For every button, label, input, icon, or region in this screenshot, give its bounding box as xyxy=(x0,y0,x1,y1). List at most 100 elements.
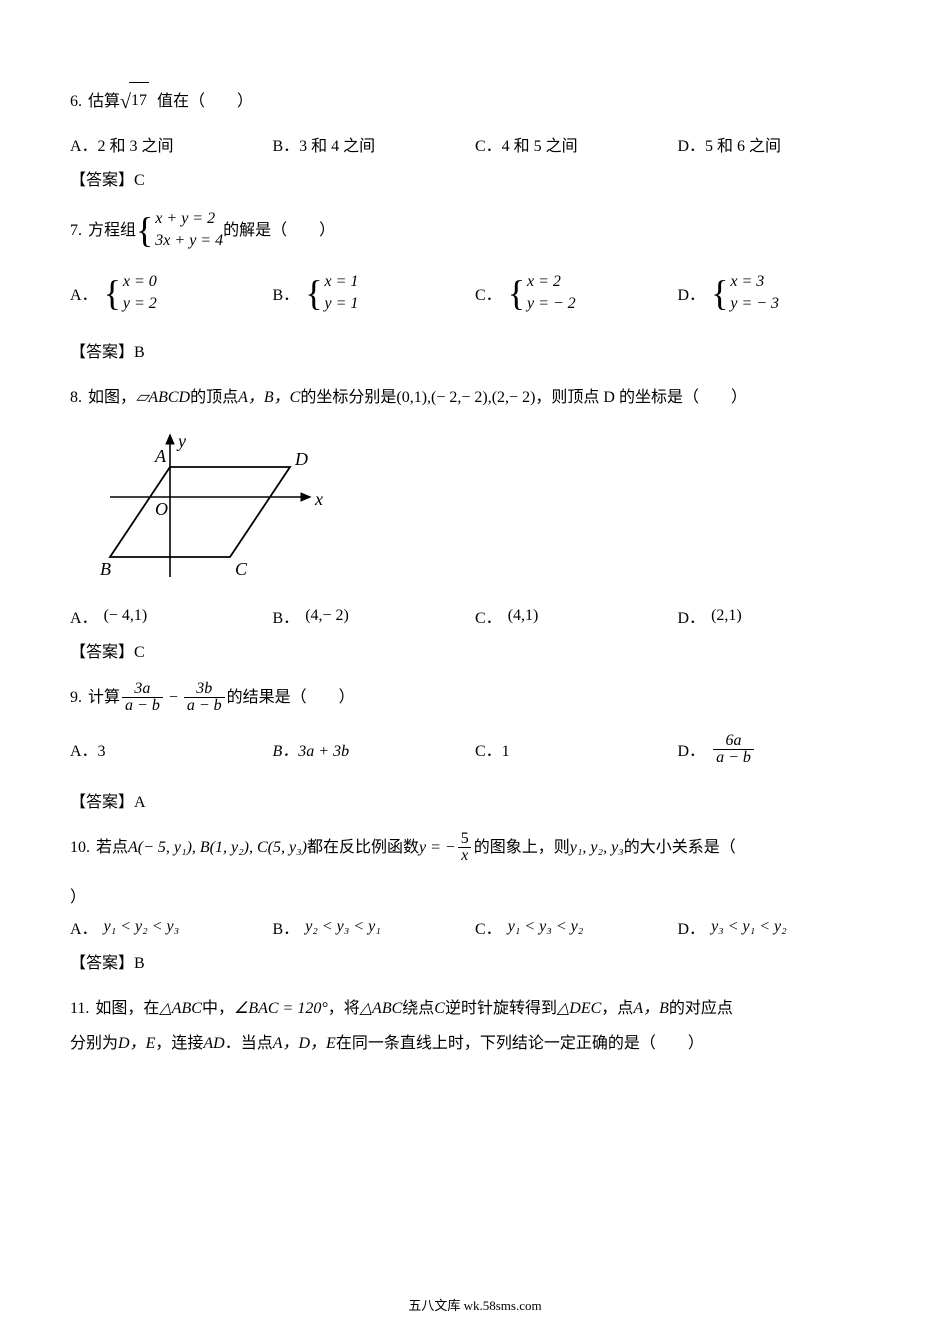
sqrt-expression: √ 17 xyxy=(120,80,149,124)
row1: x = 2 xyxy=(527,271,576,293)
q10-options: A． y₁ < y₂ < y₃ B．y₂ < y₃ < y₁ C．y₁ < y₃ … xyxy=(70,915,880,939)
frac2-num: 3b xyxy=(193,681,215,697)
q8-stem: 8. 如图， ▱ABCD 的顶点 A，B，C 的坐标分别是 (0,1),(− 2… xyxy=(70,380,880,415)
system-rows: x = 3 y = − 3 xyxy=(730,271,779,316)
fraction-d: 6a a − b xyxy=(713,733,754,766)
ade-pts: A，D，E xyxy=(273,1026,336,1061)
q6-stem: 6. 估算 √ 17 值在（ ） xyxy=(70,80,880,124)
tri-abc2: △ABC xyxy=(360,991,403,1026)
question-9: 9. 计算 3a a − b − 3b a − b 的结果是（ ） A．3 B．… xyxy=(70,680,880,812)
question-11: 11. 如图，在 △ABC 中， ∠BAC = 120° ，将 △ABC 绕点 … xyxy=(70,991,880,1061)
frac1-den: a − b xyxy=(122,697,163,714)
opt-label: D． xyxy=(678,915,706,939)
q7-opt-d: D． { x = 3 y = − 3 xyxy=(678,271,881,316)
frac-num: 5 xyxy=(458,831,472,847)
q10-number: 10. xyxy=(70,830,90,865)
p7: 的对应点 xyxy=(669,991,733,1026)
q7-opt-c: C． { x = 2 y = − 2 xyxy=(475,271,678,316)
q9-opt-b: B．3a + 3b xyxy=(273,733,476,766)
a-label: A xyxy=(154,446,167,466)
opt-label: D． xyxy=(678,604,706,628)
page-footer: 五八文库 wk.58sms.com xyxy=(0,1295,950,1314)
frac1-num: 3a xyxy=(131,681,153,697)
coords: (0,1),(− 2,− 2),(2,− 2) xyxy=(396,380,535,415)
de-pts: D，E xyxy=(118,1026,155,1061)
p4: 在同一条直线上时，下列结论一定正确的是（ ） xyxy=(336,1026,704,1061)
opt-label: C． xyxy=(475,281,502,305)
opt-system: { x = 1 y = 1 xyxy=(305,271,358,316)
q9-stem: 9. 计算 3a a − b − 3b a − b 的结果是（ ） xyxy=(70,680,880,715)
opt-label: B． xyxy=(273,281,300,305)
q8-answer: 【答案】C xyxy=(70,638,880,662)
p6: ，点 xyxy=(601,991,633,1026)
ys: y₁, y₂, y₃ xyxy=(570,830,624,865)
system-rows: x = 1 y = 1 xyxy=(324,271,358,316)
q8-options: A． (− 4,1) B．(4,− 2) C．(4,1) D．(2,1) xyxy=(70,604,880,628)
opt-label: D． xyxy=(678,737,706,761)
q8-opt-c: C．(4,1) xyxy=(475,604,678,628)
q10-close: ） xyxy=(70,883,880,907)
opt-system: { x = 0 y = 2 xyxy=(104,271,157,316)
q9-options: A．3 B．3a + 3b C．1 D． 6a a − b xyxy=(70,733,880,766)
fraction-1: 3a a − b xyxy=(122,681,163,714)
q9-suffix: 的结果是（ ） xyxy=(227,680,355,715)
q6-options: A．2 和 3 之间 B．3 和 4 之间 C．4 和 5 之间 D．5 和 6… xyxy=(70,132,880,156)
q6-prefix: 估算 xyxy=(88,84,120,119)
opt-val: (− 4,1) xyxy=(104,607,148,625)
question-8: 8. 如图， ▱ABCD 的顶点 A，B，C 的坐标分别是 (0,1),(− 2… xyxy=(70,380,880,662)
q9-opt-c: C．1 xyxy=(475,733,678,766)
equation-system: { x + y = 2 3x + y = 4 xyxy=(136,208,223,253)
opt-label: A． xyxy=(70,915,98,939)
q8-opt-b: B．(4,− 2) xyxy=(273,604,476,628)
coordinate-graph: y x O A B C D xyxy=(100,427,330,587)
q10-opt-b: B．y₂ < y₃ < y₁ xyxy=(273,915,476,939)
q7-answer: 【答案】B xyxy=(70,338,880,362)
fracd-num: 6a xyxy=(722,733,744,749)
opt-val: y₁ < y₂ < y₃ xyxy=(104,918,180,936)
q8-graph: y x O A B C D xyxy=(100,427,880,592)
row1: x = 3 xyxy=(730,271,779,293)
q10-opt-c: C．y₁ < y₃ < y₂ xyxy=(475,915,678,939)
q8-mid1: 的顶点 xyxy=(190,380,238,415)
q10-stem: 10. 若点 A(− 5, y₁), B(1, y₂), C(5, y₃) 都在… xyxy=(70,830,880,865)
opt-val: y₃ < y₁ < y₂ xyxy=(711,918,787,936)
q8-opt-d: D．(2,1) xyxy=(678,604,881,628)
q8-suffix: ，则顶点 D 的坐标是（ ） xyxy=(535,380,747,415)
opt-label: B． xyxy=(273,604,300,628)
c-pt: C xyxy=(434,991,445,1026)
b-label: B xyxy=(100,559,111,579)
p2: 中， xyxy=(202,991,234,1026)
opt-label: C． xyxy=(475,604,502,628)
opt-label: C． xyxy=(475,915,502,939)
q6-answer: 【答案】C xyxy=(70,166,880,190)
p1: 如图，在 xyxy=(95,991,159,1026)
parallelogram-shape xyxy=(110,467,290,557)
q9-opt-a: A．3 xyxy=(70,733,273,766)
q10-opt-a: A． y₁ < y₂ < y₃ xyxy=(70,915,273,939)
q6-number: 6. xyxy=(70,84,82,119)
fracd-den: a − b xyxy=(713,749,754,766)
opt-label: A． xyxy=(70,604,98,628)
parallelogram: ▱ABCD xyxy=(136,380,190,415)
fraction-2: 3b a − b xyxy=(184,681,225,714)
tri-dec: △DEC xyxy=(557,991,601,1026)
q8-opt-a: A． (− 4,1) xyxy=(70,604,273,628)
q6-opt-d: D．5 和 6 之间 xyxy=(678,132,881,156)
opt-label: D． xyxy=(678,281,706,305)
q7-prefix: 方程组 xyxy=(88,213,136,248)
y-axis-label: y xyxy=(176,431,186,451)
origin-label: O xyxy=(155,499,168,519)
question-7: 7. 方程组 { x + y = 2 3x + y = 4 的解是（ ） A． … xyxy=(70,208,880,362)
row2: y = 2 xyxy=(123,293,157,315)
p4: 绕点 xyxy=(402,991,434,1026)
q6-opt-a: A．2 和 3 之间 xyxy=(70,132,273,156)
q6-suffix: 值在（ ） xyxy=(149,84,253,119)
q7-options: A． { x = 0 y = 2 B． { x = 1 y = 1 C． xyxy=(70,271,880,316)
q9-answer: 【答案】A xyxy=(70,788,880,812)
left-brace: { xyxy=(711,275,728,311)
opt-system: { x = 2 y = − 2 xyxy=(508,271,576,316)
left-brace: { xyxy=(136,212,153,248)
question-10: 10. 若点 A(− 5, y₁), B(1, y₂), C(5, y₃) 都在… xyxy=(70,830,880,973)
sqrt-arg: 17 xyxy=(129,82,149,118)
q10-mid: 都在反比例函数 xyxy=(307,830,419,865)
